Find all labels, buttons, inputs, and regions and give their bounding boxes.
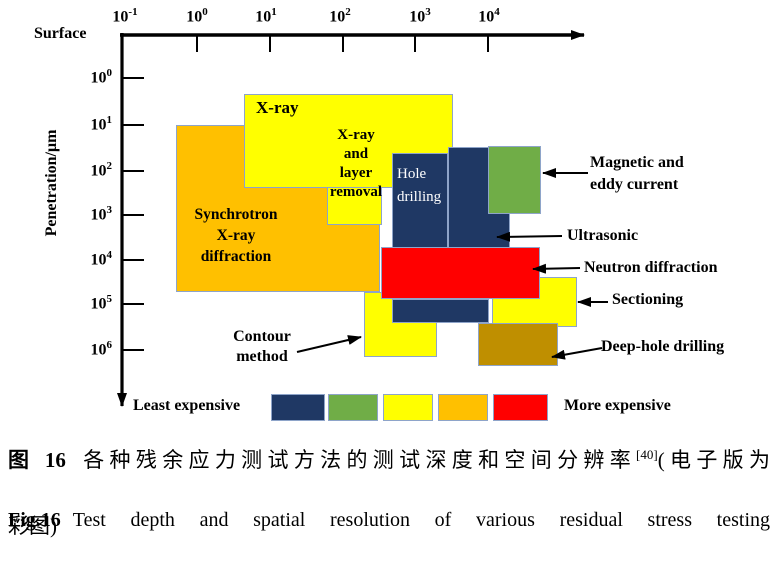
y-tick-label: 104 [90,249,113,269]
y-axis-ticks [123,77,144,351]
x-tick-label: 10-1 [112,6,138,26]
synchrotron-label: Synchrotron X-ray diffraction [194,206,278,265]
y-tick-label: 105 [90,293,113,313]
y-tick-label: 103 [90,204,113,224]
region-neutron-diffraction [381,247,540,299]
caption-chinese: 图 16 各种残余应力测试方法的测试深度和空间分辨率[40](电子版为 彩图) [8,438,770,543]
x-axis-ticks [196,36,489,52]
legend-more-expensive: More expensive [564,397,671,414]
deep-hole-drilling-label: Deep-hole drilling [601,338,725,355]
x-tick-label: 100 [186,6,208,26]
y-tick-label: 101 [90,114,113,134]
axes-and-arrows [117,30,608,407]
caption-chinese-line1: 图 16 各种残余应力测试方法的测试深度和空间分辨率[40](电子版为 [8,447,771,472]
x-tick-label: 104 [478,6,500,26]
y-tick-label: 100 [90,67,113,87]
region-hole-drilling-deep [392,299,489,323]
neutron-diffraction-label: Neutron diffraction [584,259,718,276]
legend-swatch-yellow [383,394,433,421]
legend-swatch-green [328,394,378,421]
ultrasonic-label: Ultrasonic [567,227,639,244]
x-tick-label: 102 [329,6,351,26]
magnetic-eddy-label: Magnetic and eddy current [590,154,684,193]
caption-english: Fig.16 Test depth and spatial resolution … [8,505,770,569]
contour-method-label: Contour method [233,328,291,365]
x-tick-label: 101 [255,6,277,26]
region-magnetic-eddy-current [488,146,541,214]
region-deep-hole-drilling [478,323,558,366]
caption-english-line2: methods[40] [8,565,770,569]
legend-swatch-red [493,394,548,421]
hole-drilling-label: Hole drilling [397,166,442,205]
caption-english-line1: Fig.16 Test depth and spatial resolution … [8,509,770,531]
caption-chinese-line2: 彩图) [8,514,57,538]
y-tick-label: 102 [90,160,113,180]
legend-swatch-orange [438,394,488,421]
xray-layer-removal-label: X-ray and layer removal [329,127,383,200]
region-xray-layer-removal [327,187,382,225]
y-tick-label: 106 [90,339,113,359]
surface-label: Surface [34,25,87,42]
x-tick-label: 103 [409,6,431,26]
deep-hole-arrow [551,347,603,360]
contour-arrow [296,335,362,353]
neutron-arrow [532,263,581,274]
legend-least-expensive: Least expensive [133,397,241,414]
xray-label: X-ray [256,98,299,117]
legend-swatch-navy [271,394,325,421]
sectioning-label: Sectioning [612,291,684,308]
